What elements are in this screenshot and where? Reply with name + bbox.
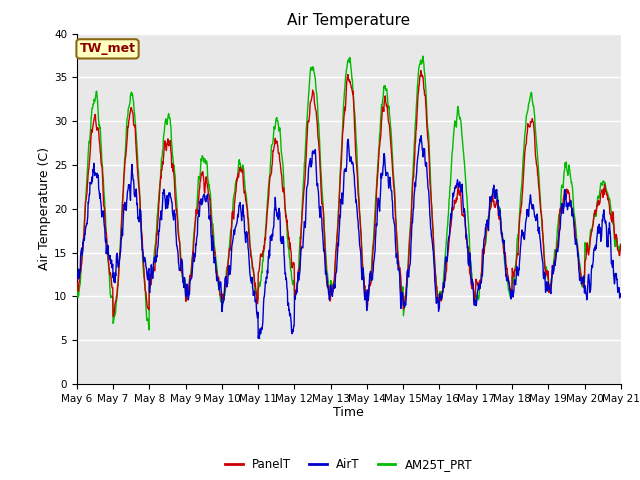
AirT <box>255 336 263 341</box>
AM25T_PRT <box>434 291 442 297</box>
AM25T_PRT <box>195 181 202 187</box>
PanelT <box>505 280 513 286</box>
X-axis label: Time: Time <box>333 407 364 420</box>
PanelT <box>73 280 81 286</box>
Line: AM25T_PRT: AM25T_PRT <box>77 56 621 330</box>
PanelT <box>434 295 442 301</box>
Y-axis label: Air Temperature (C): Air Temperature (C) <box>38 147 51 270</box>
PanelT <box>553 246 561 252</box>
Line: PanelT: PanelT <box>77 71 621 316</box>
AirT <box>180 275 188 280</box>
AM25T_PRT <box>553 234 561 240</box>
Title: Air Temperature: Air Temperature <box>287 13 410 28</box>
PanelT <box>181 283 189 289</box>
Legend: PanelT, AirT, AM25T_PRT: PanelT, AirT, AM25T_PRT <box>220 454 477 476</box>
AM25T_PRT <box>617 242 625 248</box>
AirT <box>255 333 262 338</box>
AirT <box>194 216 202 222</box>
AirT <box>553 247 561 252</box>
Text: TW_met: TW_met <box>79 42 136 55</box>
PanelT <box>195 202 202 207</box>
PanelT <box>417 68 425 73</box>
AM25T_PRT <box>145 327 153 333</box>
AirT <box>617 291 625 297</box>
AM25T_PRT <box>181 277 189 283</box>
AM25T_PRT <box>73 286 81 291</box>
AirT <box>434 298 442 304</box>
AirT <box>417 133 425 139</box>
AM25T_PRT <box>505 288 513 293</box>
AirT <box>505 281 513 287</box>
PanelT <box>617 241 625 247</box>
Line: AirT: AirT <box>77 136 621 338</box>
AM25T_PRT <box>255 282 263 288</box>
AM25T_PRT <box>419 53 426 59</box>
PanelT <box>109 313 117 319</box>
AirT <box>73 270 81 276</box>
PanelT <box>255 268 263 274</box>
